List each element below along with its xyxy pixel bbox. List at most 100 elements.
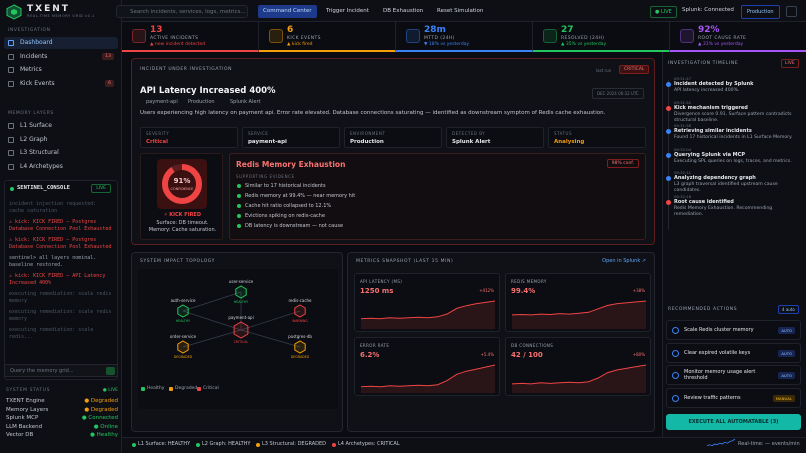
- kpi-label: ACTIVE INCIDENTS: [150, 36, 199, 41]
- timeline-badge: LIVE: [781, 59, 799, 68]
- node-label: user-service: [229, 279, 254, 284]
- nav-label: Kick Events: [20, 79, 55, 87]
- console-line: ⚠ kick: KICK FIRED — Postgres Database C…: [9, 219, 112, 232]
- incident-description: Users experiencing high latency on payme…: [140, 110, 606, 116]
- nav-item[interactable]: L1 Surface: [4, 120, 118, 132]
- kpi-label: MTTD (24H): [424, 36, 455, 41]
- actions-badge: 4 auto: [778, 305, 799, 314]
- tab-button[interactable]: Trigger Incident: [326, 8, 369, 14]
- last-run: last run: [596, 68, 612, 73]
- timeline-dot: [666, 199, 671, 205]
- kpi-icon: [543, 29, 557, 43]
- metric-delta: +412%: [479, 288, 494, 293]
- evidence-item: Evictions spiking on redis-cache: [245, 212, 326, 219]
- nav-icon: [8, 150, 14, 156]
- node-status: HEALTHY: [234, 300, 248, 304]
- field-box: ENVIRONMENT Production: [344, 127, 442, 148]
- kpi-icon: [406, 29, 420, 43]
- field-value: Splunk Alert: [452, 139, 491, 145]
- field-label: ENVIRONMENT: [350, 131, 386, 136]
- service-node: [235, 285, 247, 299]
- metric-label: API LATENCY (MS): [360, 279, 403, 284]
- sparkline: [511, 364, 647, 393]
- send-button[interactable]: [106, 367, 115, 375]
- action-row[interactable]: Scale Redis cluster memory AUTO: [666, 320, 801, 340]
- kick-note: Memory: Cache saturation.: [148, 227, 217, 233]
- nav-label: Metrics: [20, 66, 42, 73]
- timeline-dot: [666, 129, 671, 134]
- action-label: Clear expired volatile keys: [684, 349, 751, 356]
- metric-card: ERROR RATE 6.2% +5.4%: [354, 337, 500, 396]
- nav-item[interactable]: L3 Structural: [4, 147, 118, 159]
- service-node: [294, 304, 306, 318]
- console-input[interactable]: Query the memory grid...: [4, 364, 118, 377]
- tab-button[interactable]: DB Exhaustion: [383, 8, 424, 14]
- metric-label: REDIS MEMORY: [511, 279, 547, 284]
- kpi-delta: ▲ 35% vs yesterday: [561, 42, 607, 47]
- action-row[interactable]: Monitor memory usage alert threshold AUTO: [666, 365, 801, 385]
- status-value: ● Degraded: [84, 398, 118, 404]
- panel-header: INVESTIGATION TIMELINE: [668, 61, 739, 66]
- logo-core: [11, 9, 17, 15]
- incident-panel: INCIDENT UNDER INVESTIGATION last run CRIT…: [131, 58, 655, 245]
- sparkline-area: [361, 301, 495, 329]
- node-label: auth-service: [171, 298, 196, 303]
- incident-meta: Production: [188, 99, 215, 105]
- field-value: payment-api: [248, 139, 287, 145]
- field-value: Production: [350, 139, 384, 145]
- nav-icon: [8, 67, 14, 73]
- nav-item[interactable]: Metrics: [4, 64, 118, 76]
- gauge-arc: [162, 164, 202, 204]
- gauge-value: 91%: [174, 177, 191, 185]
- kpi-delta: ▲ new incident detected: [150, 42, 206, 47]
- topology-edge: [182, 291, 242, 312]
- metric-value: 1250 ms: [360, 287, 394, 295]
- incident-date: DEC 2024 06:32 UTC: [592, 88, 644, 99]
- status-value: ● Online: [93, 423, 118, 430]
- sparkline-line: [360, 300, 496, 320]
- nav-item[interactable]: Incidents 13: [4, 51, 118, 63]
- metric-delta: +38%: [632, 288, 645, 293]
- console-line: incident injection requested: cache satu…: [9, 201, 97, 214]
- settings-button[interactable]: [786, 6, 797, 17]
- action-row[interactable]: Review traffic patterns MANUAL: [666, 387, 801, 408]
- env-button[interactable]: Production: [741, 5, 780, 19]
- node-status: DEGRADED: [291, 355, 310, 359]
- nav-item[interactable]: L2 Graph: [4, 134, 118, 146]
- node-label: redis-cache: [288, 298, 312, 303]
- sparkline-area: [512, 365, 646, 393]
- topology-edge: [182, 310, 242, 331]
- sparkline: [360, 300, 496, 329]
- nav-item[interactable]: Dashboard: [4, 37, 118, 49]
- search-box[interactable]: Search incidents, services, logs, metric…: [116, 5, 248, 18]
- gauge-caption: CONFIDENCE: [170, 187, 193, 191]
- metric-delta: +80%: [632, 352, 645, 357]
- kick-fired: ⚡ KICK FIRED: [164, 212, 201, 218]
- status-title: SYSTEM STATUS: [6, 388, 51, 393]
- nav-label: Dashboard: [20, 39, 53, 46]
- kpi-icon: [269, 29, 283, 43]
- event-title: Root cause identified: [674, 198, 734, 205]
- event-title: Kick mechanism triggered: [674, 104, 748, 111]
- node-status: CRITICAL: [234, 340, 249, 344]
- event-desc: Divergence score 0.91. Surface pattern c…: [674, 111, 792, 123]
- nav-item[interactable]: Kick Events 6: [4, 78, 118, 90]
- action-row[interactable]: Clear expired volatile keys AUTO: [666, 342, 801, 363]
- action-mode: AUTO: [778, 349, 795, 357]
- console-title: SENTINEL_CONSOLE: [17, 185, 70, 191]
- event-time: 09:31:58: [674, 123, 692, 128]
- tab-button[interactable]: Reset Simulation: [437, 8, 484, 14]
- event-title: Retrieving similar incidents: [674, 128, 752, 134]
- console-line: ⚠ kick: KICK FIRED — Postgres Database C…: [9, 237, 112, 250]
- panel-header: SYSTEM IMPACT TOPOLOGY: [140, 259, 215, 264]
- field-value: Analysing: [554, 139, 585, 145]
- sparkline: [511, 300, 647, 329]
- splunk-link[interactable]: Open in Splunk ↗: [602, 258, 646, 264]
- action-label: Scale Redis cluster memory: [684, 327, 754, 333]
- evidence-check: [237, 184, 241, 188]
- footer-bar: [122, 437, 806, 453]
- node-label: payment-api: [228, 315, 253, 320]
- execute-button[interactable]: EXECUTE ALL AUTOMATABLE (3): [666, 414, 801, 430]
- tab-button[interactable]: Command Center: [258, 5, 317, 18]
- nav-item[interactable]: L4 Archetypes: [4, 161, 118, 173]
